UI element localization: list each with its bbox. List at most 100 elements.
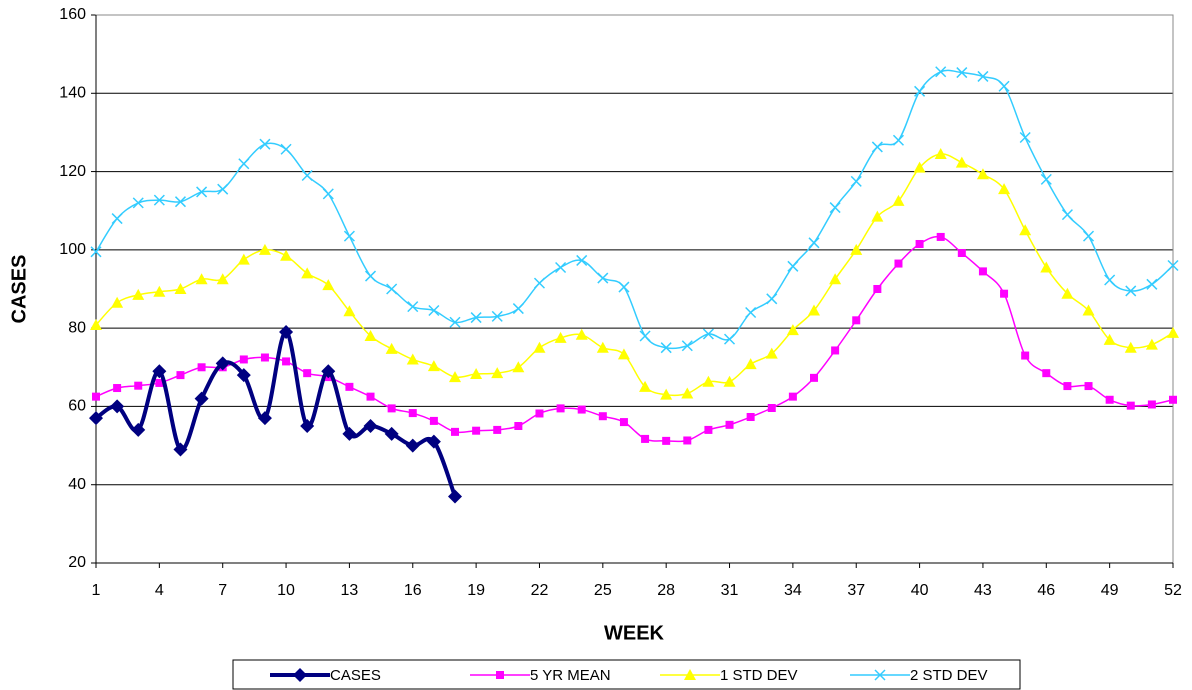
marker — [660, 388, 673, 400]
marker — [89, 411, 103, 426]
marker — [871, 210, 884, 222]
x-tick-label: 10 — [277, 582, 295, 599]
marker — [1124, 341, 1137, 353]
marker — [282, 357, 291, 366]
x-tick-label: 31 — [721, 582, 739, 599]
marker — [976, 168, 989, 180]
marker — [1084, 382, 1093, 391]
legend-label: 5 YR MEAN — [530, 667, 611, 684]
x-axis-label: WEEK — [604, 622, 665, 644]
marker — [384, 426, 399, 441]
marker — [343, 230, 355, 242]
marker — [111, 213, 123, 225]
x-tick-label: 7 — [218, 582, 227, 599]
marker — [662, 436, 671, 445]
marker — [702, 375, 715, 387]
marker — [386, 283, 398, 295]
marker — [831, 346, 840, 355]
marker — [132, 197, 144, 209]
marker — [448, 489, 462, 504]
y-tick-label: 40 — [68, 476, 86, 493]
marker — [426, 434, 441, 449]
marker — [215, 356, 230, 371]
marker — [681, 340, 693, 352]
marker — [92, 392, 100, 401]
marker — [577, 405, 586, 414]
marker — [873, 285, 882, 293]
marker — [977, 70, 989, 82]
marker — [978, 267, 987, 276]
marker — [321, 364, 336, 379]
marker — [808, 304, 820, 316]
marker — [90, 246, 102, 258]
marker — [619, 418, 628, 427]
marker — [598, 412, 607, 421]
marker — [152, 364, 167, 379]
marker — [514, 422, 523, 430]
legend-marker — [684, 669, 696, 680]
marker — [239, 355, 248, 364]
marker — [491, 310, 503, 322]
y-axis-label: CASES — [8, 255, 30, 324]
marker — [850, 243, 863, 255]
y-tick-label: 100 — [59, 241, 86, 258]
marker — [554, 331, 567, 343]
marker — [257, 411, 272, 426]
y-tick-label: 160 — [59, 6, 86, 23]
marker — [1061, 209, 1073, 221]
marker — [1103, 333, 1116, 345]
marker — [1125, 285, 1137, 297]
marker — [1042, 369, 1051, 378]
marker — [575, 328, 588, 340]
marker — [493, 425, 502, 434]
marker — [449, 316, 461, 328]
marker — [345, 382, 354, 391]
marker — [363, 419, 378, 433]
marker — [1063, 382, 1072, 391]
marker — [810, 373, 818, 382]
marker — [301, 169, 313, 182]
marker — [767, 403, 776, 412]
marker — [173, 442, 188, 457]
marker — [1019, 131, 1031, 144]
marker — [1145, 338, 1158, 350]
marker — [491, 367, 504, 379]
x-tick-label: 40 — [911, 582, 929, 599]
marker — [176, 371, 185, 380]
marker — [852, 316, 861, 325]
marker — [936, 232, 945, 241]
marker — [576, 254, 588, 266]
marker — [829, 202, 841, 214]
marker — [90, 319, 102, 331]
legend-marker — [293, 668, 307, 682]
marker — [1104, 274, 1116, 286]
marker — [174, 283, 187, 294]
legend-label: 2 STD DEV — [910, 667, 988, 684]
marker — [236, 368, 251, 383]
x-tick-label: 19 — [467, 582, 485, 599]
marker — [449, 371, 461, 383]
marker — [956, 67, 968, 79]
marker — [683, 436, 692, 445]
marker — [194, 391, 209, 406]
y-tick-label: 80 — [68, 319, 86, 336]
marker — [385, 342, 398, 354]
marker — [535, 409, 544, 418]
marker — [427, 360, 440, 372]
marker — [111, 296, 124, 308]
marker — [555, 261, 567, 274]
marker — [1040, 261, 1053, 273]
marker — [259, 138, 271, 150]
marker — [1000, 289, 1009, 298]
marker — [935, 66, 947, 78]
marker — [280, 249, 293, 261]
series-line — [95, 69, 1174, 350]
y-tick-label: 120 — [59, 163, 86, 180]
marker — [174, 196, 187, 208]
x-tick-label: 25 — [594, 582, 612, 599]
marker — [303, 369, 312, 378]
x-tick-label: 37 — [847, 582, 865, 599]
marker — [301, 267, 314, 279]
marker — [639, 380, 652, 392]
marker — [913, 161, 926, 173]
